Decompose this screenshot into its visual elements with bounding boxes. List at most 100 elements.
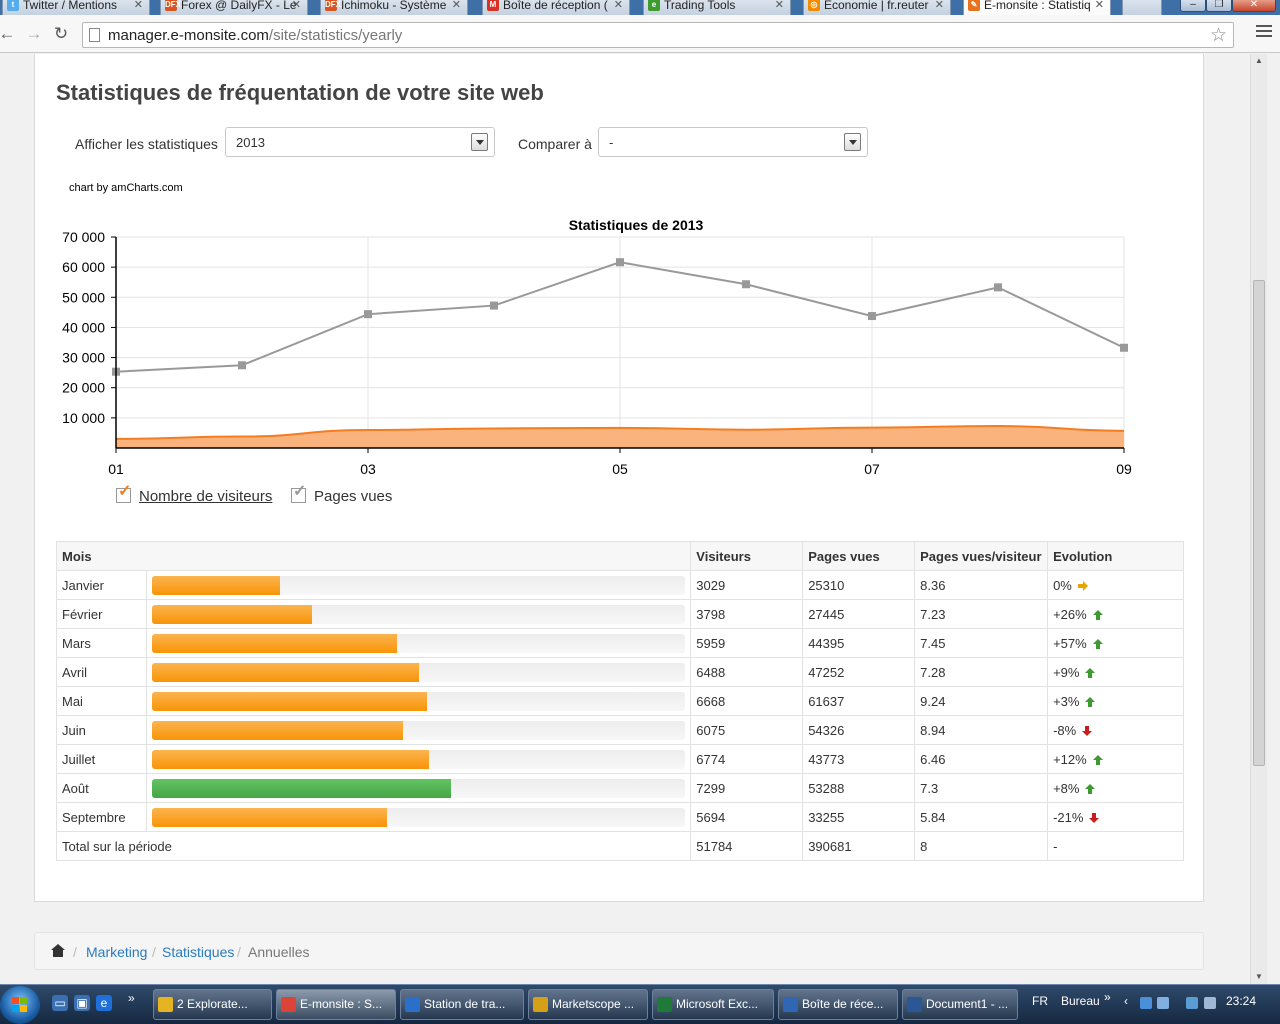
bar-cell: [145, 686, 692, 716]
month-cell: Juin: [56, 715, 147, 745]
show-desktop-icon[interactable]: ▭: [52, 995, 68, 1011]
taskbar-button-4[interactable]: Microsoft Exc...: [652, 989, 774, 1020]
browser-tab-2[interactable]: DFX Ichimoku - Système ✕: [320, 0, 468, 15]
close-tab-icon[interactable]: ✕: [451, 0, 461, 11]
checkbox-checked-icon[interactable]: ✓: [116, 484, 131, 503]
evolution-cell: -8%: [1047, 715, 1184, 745]
close-tab-icon[interactable]: ✕: [1094, 0, 1104, 11]
evolution-value: +12%: [1053, 751, 1087, 767]
browser-tab-label: Economie | fr.reuter: [824, 0, 929, 12]
ratio-cell: 8.36: [914, 570, 1049, 600]
close-tab-icon[interactable]: ✕: [934, 0, 944, 11]
minimize-button[interactable]: –: [1180, 0, 1206, 12]
evolution-cell: -21%: [1047, 802, 1184, 832]
desktop-toolbar-label[interactable]: Bureau: [1061, 994, 1100, 1008]
browser-tab-4[interactable]: e Trading Tools ✕: [643, 0, 791, 15]
table-row: Mars 5959 44395 7.45 +57%: [56, 628, 1184, 658]
pageviews-cell: 43773: [802, 744, 916, 774]
chevron-down-icon[interactable]: [844, 133, 861, 151]
close-tab-icon[interactable]: ✕: [774, 0, 784, 11]
address-bar[interactable]: manager.e-monsite.com/site/statistics/ye…: [82, 22, 1234, 48]
browser-tab-1[interactable]: DFX Forex @ DailyFX - Le ✕: [160, 0, 308, 15]
network-icon[interactable]: [1186, 997, 1198, 1009]
y-tick-label: 60 000: [62, 259, 105, 275]
y-tick-label: 20 000: [62, 380, 105, 396]
window-controls: – ❐ ✕: [1180, 0, 1280, 12]
reload-icon[interactable]: ↻: [53, 24, 69, 43]
outlook-icon: [783, 997, 798, 1012]
close-tab-icon[interactable]: ✕: [613, 0, 623, 11]
taskbar-button-3[interactable]: Marketscope ...: [528, 989, 648, 1020]
x-tick-label: 07: [864, 461, 880, 477]
maximize-button[interactable]: ❐: [1206, 0, 1232, 12]
compare-select[interactable]: -: [598, 127, 868, 157]
browser-menu-icon[interactable]: [1256, 25, 1272, 41]
pageviews-cell: 27445: [802, 599, 916, 629]
scroll-down-icon[interactable]: ▼: [1255, 972, 1263, 981]
visitor-bar-track: [151, 749, 686, 769]
legend-label-pageviews[interactable]: Pages vues: [314, 488, 393, 505]
internet-explorer-icon[interactable]: e: [96, 995, 112, 1011]
year-select[interactable]: 2013: [225, 127, 495, 157]
breadcrumb-marketing[interactable]: Marketing: [86, 944, 148, 960]
close-tab-icon[interactable]: ✕: [133, 0, 143, 11]
chart-credit-link[interactable]: chart by amCharts.com: [69, 182, 183, 194]
language-indicator[interactable]: FR: [1032, 994, 1048, 1008]
start-button[interactable]: [0, 986, 40, 1024]
visitor-bar-track: [151, 604, 686, 624]
browser-tab-label: Twitter / Mentions: [23, 0, 118, 12]
taskbar-button-6[interactable]: Document1 - ...: [902, 989, 1018, 1020]
table-row: Juillet 6774 43773 6.46 +12%: [56, 744, 1184, 774]
statistics-panel: Statistiques de fréquentation de votre s…: [34, 54, 1204, 902]
breadcrumb-statistiques[interactable]: Statistiques: [162, 944, 235, 960]
evolution-value: +57%: [1053, 635, 1087, 651]
bar-cell: [145, 628, 692, 658]
arrow-up-icon: [1085, 668, 1096, 679]
clock[interactable]: 23:24: [1226, 994, 1257, 1008]
quick-launch-more-icon[interactable]: »: [128, 991, 135, 1005]
scrollbar-thumb[interactable]: [1253, 280, 1265, 766]
forward-icon[interactable]: →: [25, 24, 43, 43]
visitors-area: [116, 425, 1124, 448]
new-tab-button[interactable]: [1122, 0, 1162, 15]
taskbar-button-0[interactable]: 2 Explorate...: [153, 989, 272, 1020]
home-icon[interactable]: [51, 944, 65, 957]
marketscope-icon: [533, 997, 548, 1012]
toolbar-more-icon[interactable]: »: [1104, 990, 1111, 1004]
tray-app-icon[interactable]: [1157, 997, 1169, 1009]
close-window-button[interactable]: ✕: [1232, 0, 1276, 12]
taskbar-button-2[interactable]: Station de tra...: [400, 989, 524, 1020]
visitor-bar-track: [151, 633, 686, 653]
browser-tab-6[interactable]: ✎ E-monsite : Statistiq ✕: [963, 0, 1111, 15]
taskbar-button-label: Microsoft Exc...: [676, 997, 759, 1011]
bar-cell: [145, 773, 692, 803]
visitors-cell: 3798: [690, 599, 804, 629]
page-viewport: Statistiques de fréquentation de votre s…: [0, 54, 1250, 984]
chevron-down-icon[interactable]: [471, 133, 488, 151]
visitors-line: [115, 424, 1125, 440]
dropbox-icon[interactable]: [1140, 997, 1152, 1009]
total-label: Total sur la période: [55, 831, 692, 861]
browser-tab-0[interactable]: t Twitter / Mentions ✕: [2, 0, 150, 15]
browser-tab-label: Boîte de réception (: [503, 0, 608, 12]
taskbar-button-1[interactable]: E-monsite : S...: [276, 989, 396, 1020]
arrow-up-icon: [1092, 610, 1103, 621]
browser-tab-5[interactable]: ◎ Economie | fr.reuter ✕: [803, 0, 951, 15]
scroll-up-icon[interactable]: ▲: [1255, 56, 1263, 65]
page-scrollbar[interactable]: ▲ ▼: [1250, 54, 1267, 984]
close-tab-icon[interactable]: ✕: [291, 0, 301, 11]
checkbox-checked-icon[interactable]: ✓: [291, 484, 306, 503]
bookmark-star-icon[interactable]: ☆: [1209, 25, 1227, 46]
pageviews-point: [616, 258, 624, 267]
taskbar-button-5[interactable]: Boîte de réce...: [778, 989, 898, 1020]
legend-label-visitors[interactable]: Nombre de visiteurs: [139, 488, 273, 505]
back-icon[interactable]: ←: [0, 24, 16, 43]
tray-expand-icon[interactable]: ‹: [1124, 994, 1128, 1008]
url-text[interactable]: manager.e-monsite.com/site/statistics/ye…: [108, 27, 403, 44]
taskbar-button-label: Document1 - ...: [926, 997, 1009, 1011]
window-switcher-icon[interactable]: ▣: [74, 995, 90, 1011]
volume-icon[interactable]: [1204, 997, 1216, 1009]
month-cell: Janvier: [56, 570, 147, 600]
browser-tab-3[interactable]: M Boîte de réception (✕: [482, 0, 630, 15]
y-tick-label: 10 000: [62, 410, 105, 426]
